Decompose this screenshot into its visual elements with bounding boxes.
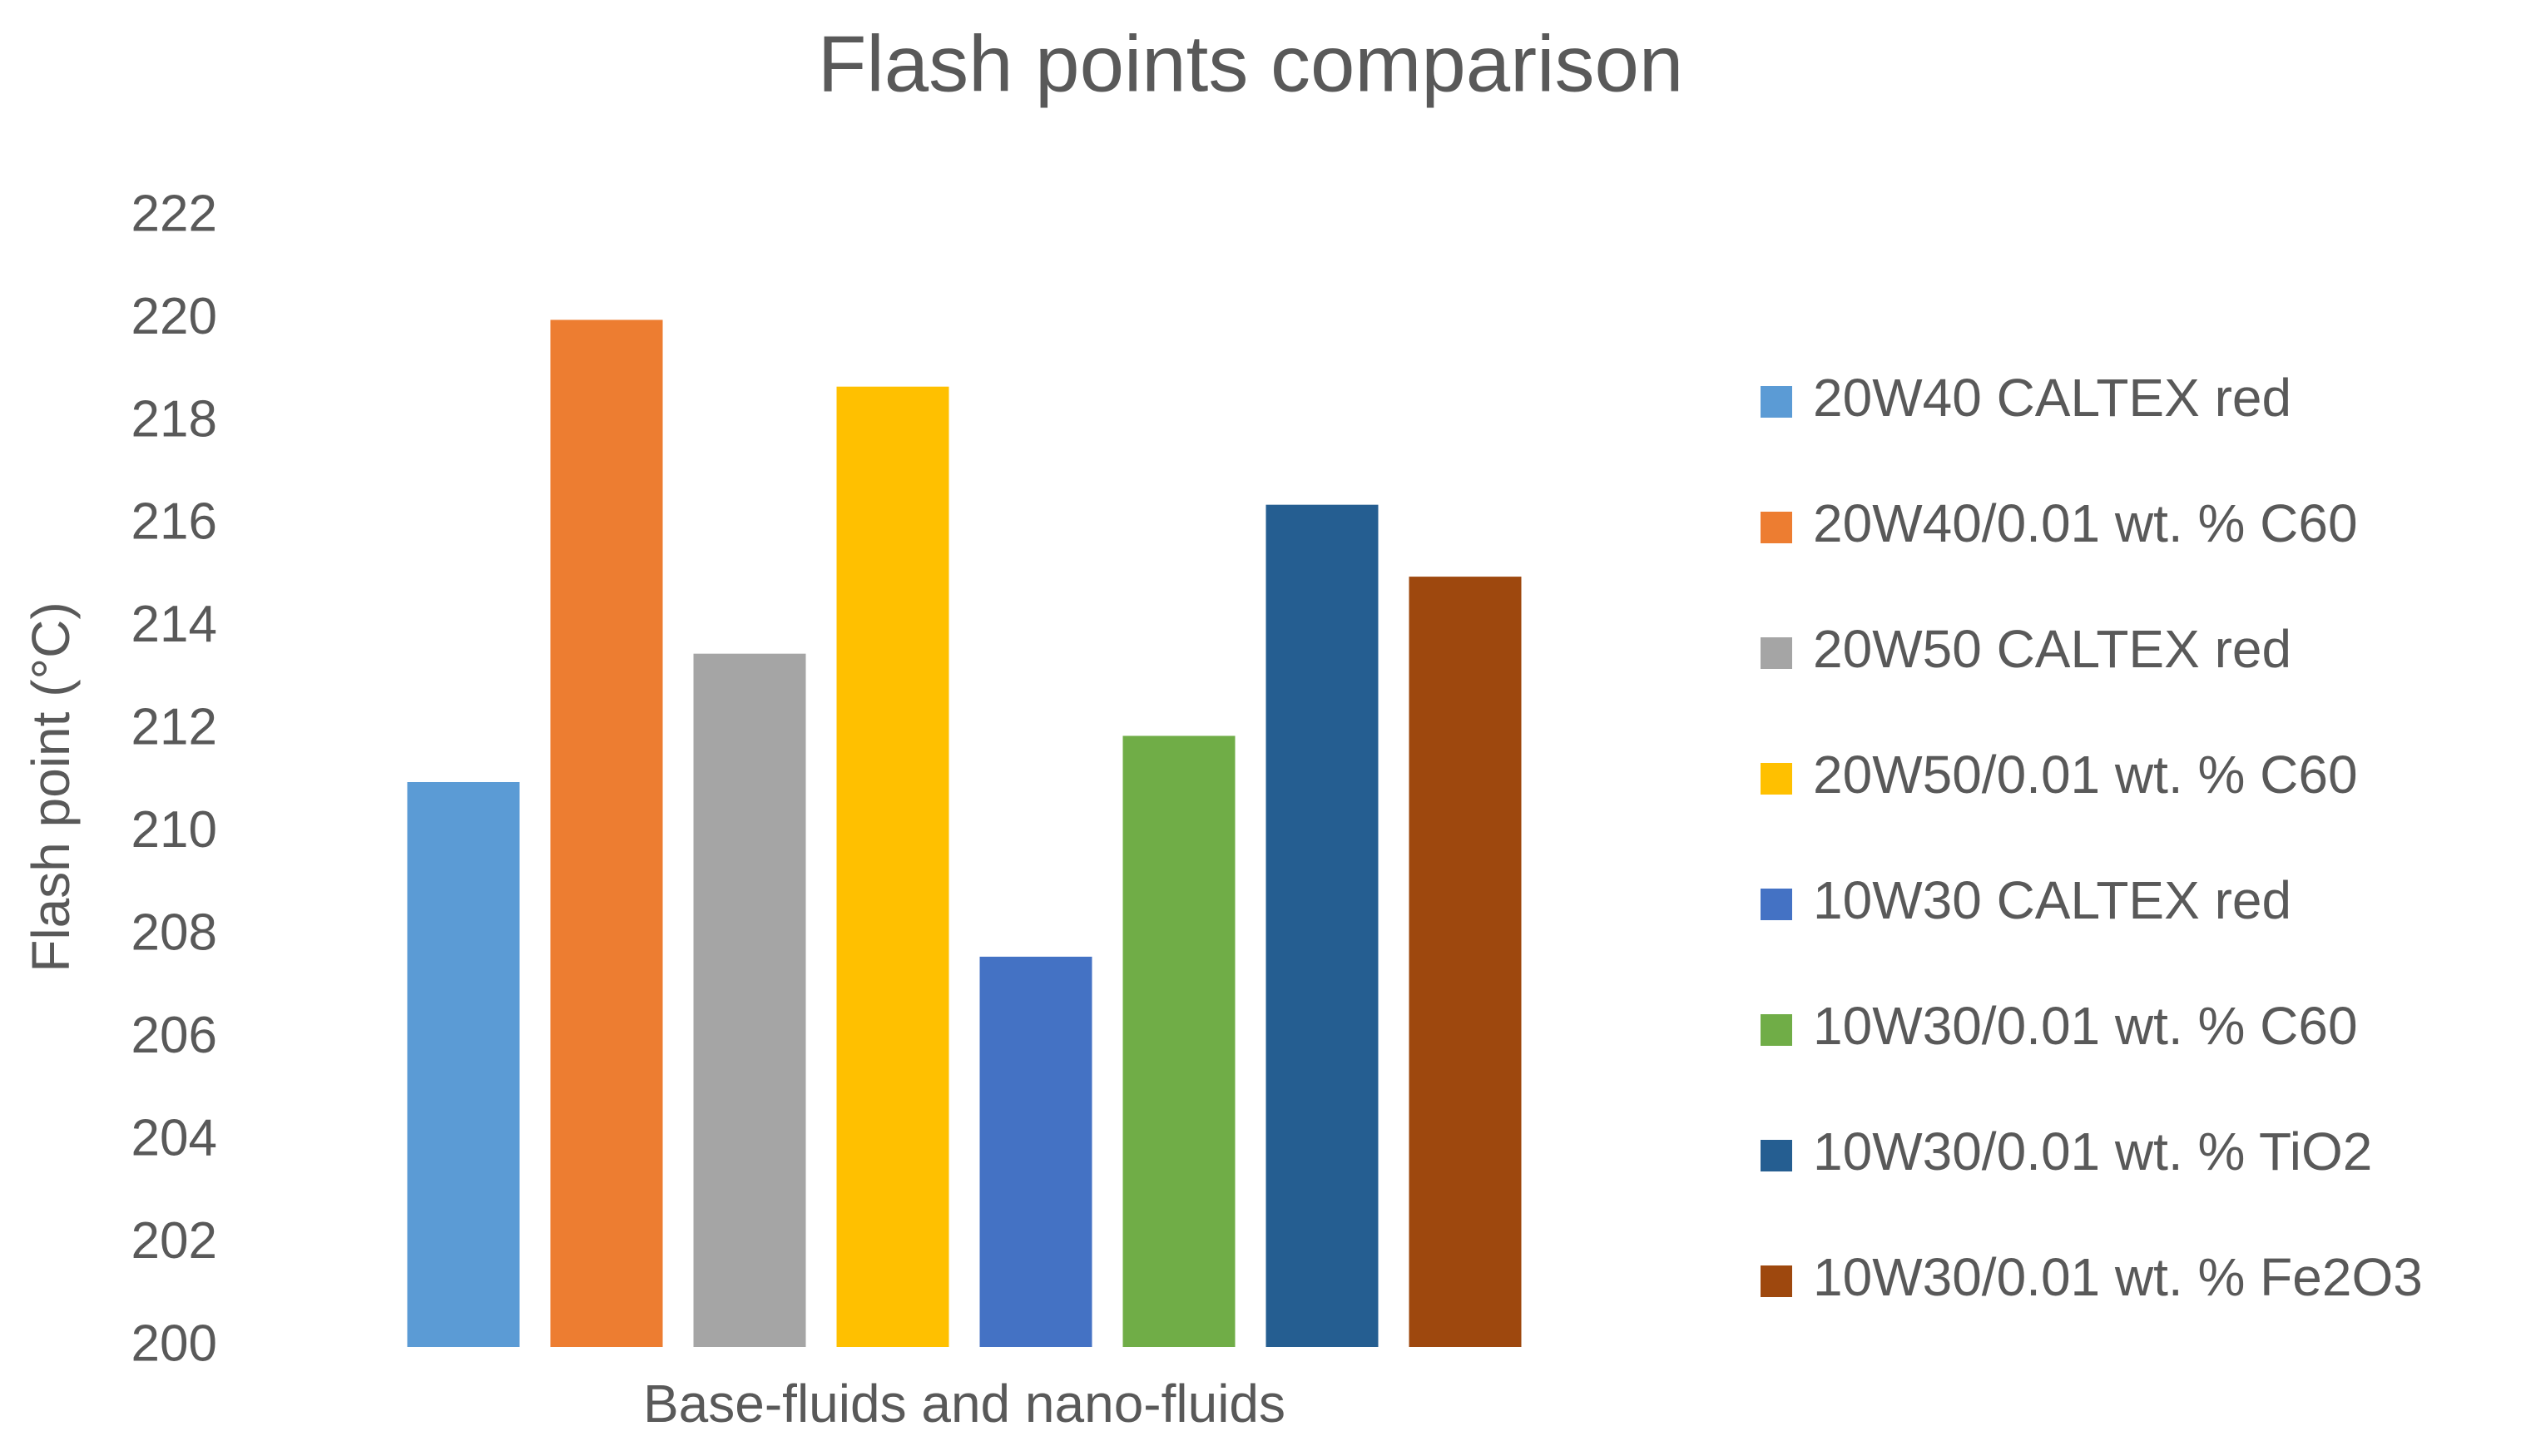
y-tick-label: 222 <box>131 185 217 242</box>
legend-swatch <box>1761 512 1792 543</box>
y-tick-label: 204 <box>131 1109 217 1166</box>
legend-swatch <box>1761 763 1792 795</box>
y-tick-label: 212 <box>131 699 217 756</box>
y-tick-label: 208 <box>131 904 217 962</box>
y-tick-label: 202 <box>131 1212 217 1270</box>
legend-swatch <box>1761 1140 1792 1171</box>
legend-label: 10W30/0.01 wt. % TiO2 <box>1813 1122 2372 1181</box>
y-tick-label: 206 <box>131 1007 217 1064</box>
bar <box>979 956 1092 1347</box>
legend-label: 20W40/0.01 wt. % C60 <box>1813 493 2358 553</box>
legend-label: 10W30 CALTEX red <box>1813 870 2291 930</box>
bar <box>550 319 663 1347</box>
legend-label: 10W30/0.01 wt. % Fe2O3 <box>1813 1247 2423 1307</box>
chart-title: Flash points comparison <box>818 19 1683 108</box>
bar <box>693 653 806 1347</box>
bar <box>1409 577 1522 1347</box>
legend-swatch <box>1761 1265 1792 1297</box>
y-tick-label: 218 <box>131 390 217 448</box>
legend-swatch <box>1761 386 1792 418</box>
y-tick-label: 216 <box>131 493 217 551</box>
legend-label: 10W30/0.01 wt. % C60 <box>1813 996 2358 1056</box>
bar <box>1265 504 1379 1347</box>
y-tick-label: 214 <box>131 596 217 653</box>
y-axis-title: Flash point (°C) <box>21 602 81 972</box>
y-tick-label: 220 <box>131 288 217 345</box>
y-tick-label: 210 <box>131 801 217 859</box>
legend-swatch <box>1761 889 1792 920</box>
y-tick-label: 200 <box>131 1315 217 1372</box>
legend-swatch <box>1761 1014 1792 1046</box>
legend-label: 20W50/0.01 wt. % C60 <box>1813 745 2358 805</box>
legend-swatch <box>1761 637 1792 669</box>
bar <box>836 386 949 1348</box>
bar <box>1122 735 1236 1347</box>
legend-label: 20W50 CALTEX red <box>1813 619 2291 679</box>
legend-label: 20W40 CALTEX red <box>1813 368 2291 428</box>
bar <box>407 782 520 1347</box>
x-tick-label: Base-fluids and nano-fluids <box>643 1374 1285 1434</box>
